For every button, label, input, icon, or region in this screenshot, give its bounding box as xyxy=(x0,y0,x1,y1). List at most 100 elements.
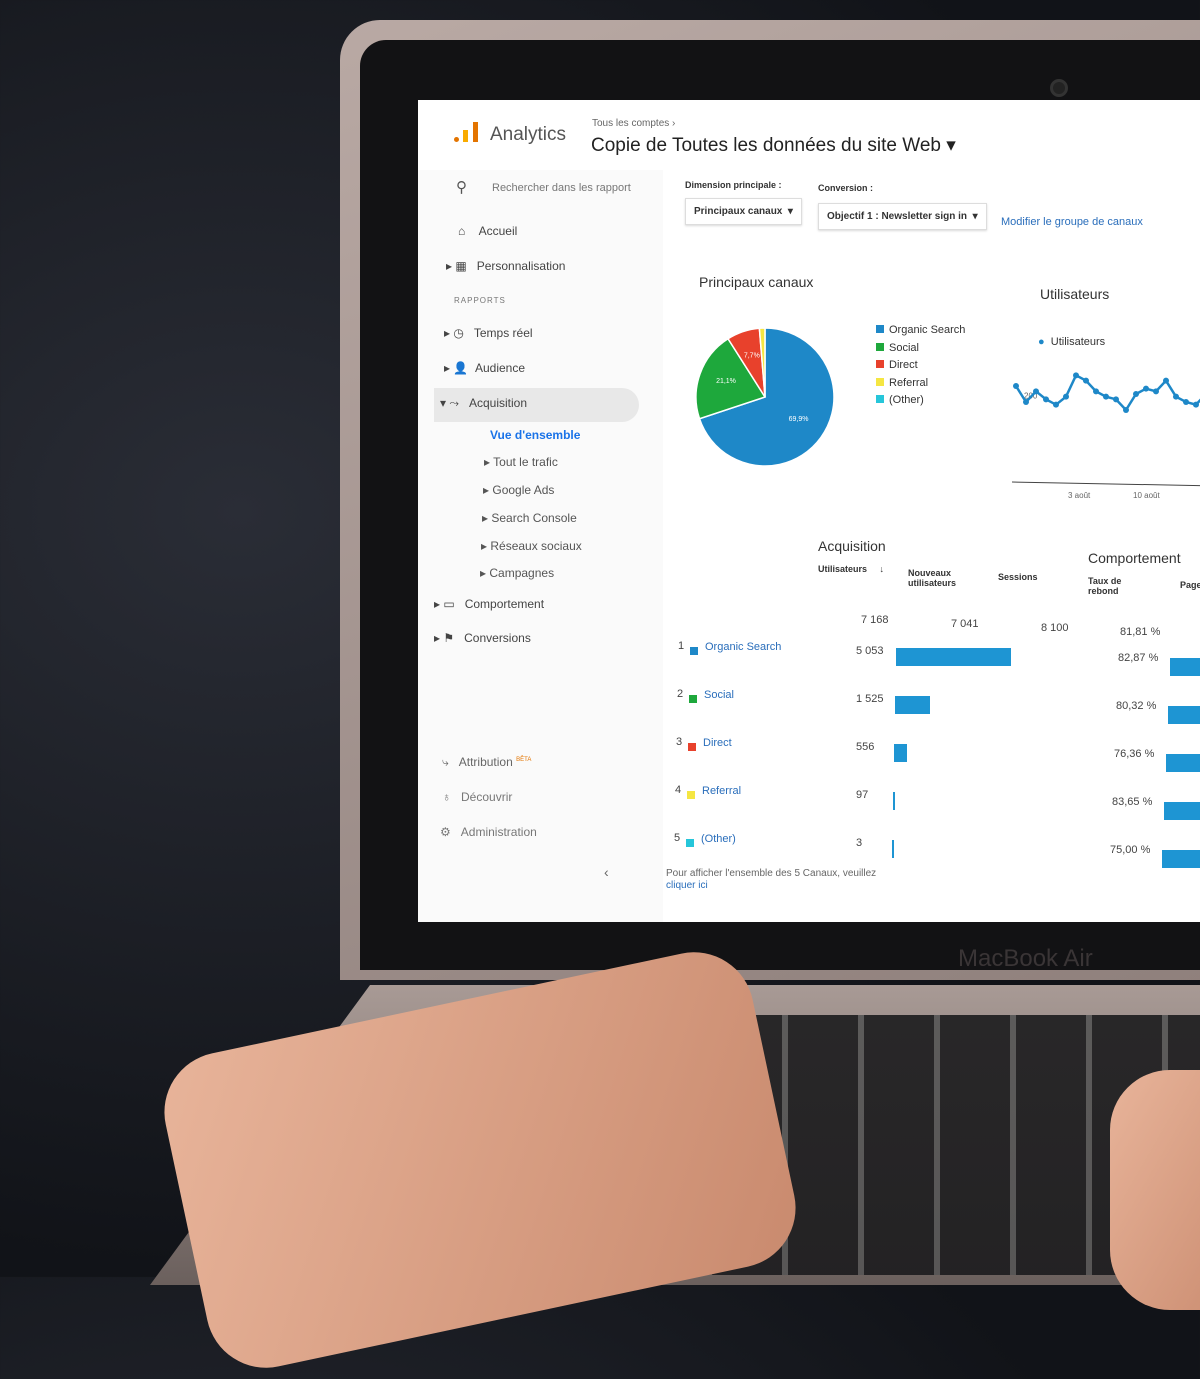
sidebar-item-administration[interactable]: ⚙ Administration xyxy=(440,825,537,839)
users-point xyxy=(1033,388,1039,395)
bounce-bar xyxy=(1164,802,1200,820)
bounce-bar xyxy=(1166,754,1200,772)
laptop-brand: MacBook Air xyxy=(958,945,1093,972)
pie-slice-1 xyxy=(695,337,767,420)
channel-swatch xyxy=(688,738,701,756)
line-title: Utilisateurs xyxy=(1040,286,1110,302)
users-point xyxy=(1173,393,1179,400)
users-bar xyxy=(896,648,1011,666)
users-point xyxy=(1053,401,1059,408)
users-bar xyxy=(895,696,930,714)
conversion-select[interactable]: Objectif 1 : Newsletter sign in ▾ xyxy=(818,203,987,230)
section-label: RAPPORTS xyxy=(454,296,506,305)
legend-swatch xyxy=(876,360,884,368)
bounce-bar xyxy=(1168,706,1200,724)
col-bounce[interactable]: Taux de rebond xyxy=(1088,576,1122,596)
users-point xyxy=(1143,385,1149,392)
users-point xyxy=(1013,383,1019,389)
users-point xyxy=(1113,396,1119,403)
users-point xyxy=(1043,396,1049,403)
legend-swatch xyxy=(876,342,884,351)
pie-label: 21,1% xyxy=(716,378,736,385)
webcam xyxy=(1050,79,1068,97)
row-bounce: 82,87 % xyxy=(1118,652,1159,664)
sidebar-item-audience[interactable]: ▸ 👤 Audience xyxy=(444,361,526,375)
analytics-logo-icon xyxy=(454,122,478,147)
channel-link[interactable]: (Other) xyxy=(701,833,736,845)
sidebar-item-decouvrir[interactable]: ♁ Découvrir xyxy=(442,790,513,804)
col-sessions[interactable]: Sessions xyxy=(998,572,1038,582)
x-tick: 10 août xyxy=(1133,491,1160,500)
sidebar-sub-item[interactable]: ▸ Tout le trafic xyxy=(484,455,558,469)
sidebar-item-acquisition-label[interactable]: ▾ ⤳ Acquisition xyxy=(440,396,527,410)
legend-swatch xyxy=(876,325,884,333)
sidebar-item-conversions[interactable]: ▸ ⚑ Conversions xyxy=(434,631,531,645)
users-point xyxy=(1093,388,1099,395)
sidebar-item-personnalisation[interactable]: ▸ ▦ Personnalisation xyxy=(446,259,566,273)
search-input[interactable]: Rechercher dans les rapport xyxy=(492,182,631,194)
app-name: Analytics xyxy=(490,124,567,145)
x-axis xyxy=(1011,481,1200,487)
pie-chart: 69,9% 21,1% 7,7% xyxy=(695,327,835,467)
x-tick: 3 août xyxy=(1068,491,1091,500)
channel-link[interactable]: Direct xyxy=(703,737,732,749)
channel-swatch xyxy=(686,834,699,852)
sidebar: ⚲ Rechercher dans les rapport ⌂ Accueil … xyxy=(418,170,663,922)
breadcrumb[interactable]: Tous les comptes › xyxy=(592,118,676,129)
hand-right xyxy=(1110,1070,1200,1310)
col-users[interactable]: Utilisateurs ↓ xyxy=(818,564,885,574)
users-point xyxy=(1103,393,1109,400)
row-users: 1 525 xyxy=(856,693,884,705)
channel-link[interactable]: Referral xyxy=(702,785,742,797)
dimension-select[interactable]: Principaux canaux ▾ xyxy=(685,198,802,225)
line-legend: ● Utilisateurs xyxy=(1038,336,1106,348)
users-point xyxy=(1193,401,1199,408)
pie-slice-3 xyxy=(758,327,766,398)
legend-item[interactable]: (Other) xyxy=(876,392,965,410)
legend-item[interactable]: Referral xyxy=(876,375,965,393)
modify-channel-group-link[interactable]: Modifier le groupe de canaux xyxy=(1001,216,1143,228)
sidebar-item-temps-reel[interactable]: ▸ ◷ Temps réel xyxy=(444,326,533,340)
footer-link[interactable]: cliquer ici xyxy=(666,880,708,891)
legend-item[interactable]: Organic Search xyxy=(876,322,965,340)
row-bounce: 76,36 % xyxy=(1114,748,1155,760)
legend-item[interactable]: Social xyxy=(876,340,965,358)
row-bounce: 75,00 % xyxy=(1110,844,1151,856)
property-selector[interactable]: Copie de Toutes les données du site Web … xyxy=(591,135,956,156)
pie-label: 7,7% xyxy=(744,353,760,360)
legend-item[interactable]: Direct xyxy=(876,357,965,375)
users-point xyxy=(1153,388,1159,395)
channel-link[interactable]: Organic Search xyxy=(705,641,782,653)
sidebar-sub-item[interactable]: ▸ Campagnes xyxy=(480,566,555,580)
row-users: 97 xyxy=(856,789,869,801)
row-bounce: 83,65 % xyxy=(1112,796,1153,808)
sidebar-sub-item[interactable]: ▸ Réseaux sociaux xyxy=(481,539,582,553)
channel-link[interactable]: Social xyxy=(704,689,734,701)
sidebar-item-attribution[interactable]: ⤷ Attribution BÊTA xyxy=(442,755,532,769)
col-new-users[interactable]: Nouveaux utilisateurs xyxy=(908,568,957,588)
sidebar-item-accueil[interactable]: ⌂ Accueil xyxy=(458,224,518,238)
users-point xyxy=(1123,407,1129,413)
col-pages[interactable]: Page xyxy=(1180,580,1200,590)
row-rank: 2 xyxy=(677,688,684,700)
users-point xyxy=(1133,391,1139,397)
footer-note: Pour afficher l'ensemble des 5 Canaux, v… xyxy=(666,868,877,879)
users-bar xyxy=(892,840,894,858)
legend-swatch xyxy=(876,377,884,386)
users-point xyxy=(1073,372,1079,379)
row-users: 556 xyxy=(856,741,875,753)
collapse-sidebar-icon[interactable]: ‹ xyxy=(604,864,609,880)
sidebar-sub-item[interactable]: ▸ Google Ads xyxy=(483,483,555,497)
bounce-bar xyxy=(1170,658,1200,676)
sidebar-item-comportement[interactable]: ▸ ▭ Comportement xyxy=(434,597,545,611)
total-new-users: 7 041 xyxy=(951,618,979,630)
behavior-group: Comportement xyxy=(1088,550,1181,566)
row-bounce: 80,32 % xyxy=(1116,700,1157,712)
conversion-label: Conversion : xyxy=(818,183,874,193)
search-icon[interactable]: ⚲ xyxy=(456,179,467,196)
row-users: 5 053 xyxy=(856,645,884,657)
sidebar-item-acquisition[interactable] xyxy=(434,388,639,422)
sidebar-sub-item[interactable]: ▸ Search Console xyxy=(482,511,577,525)
users-bar xyxy=(894,744,907,762)
sidebar-sub-vue-ensemble[interactable]: Vue d'ensemble xyxy=(490,428,581,442)
